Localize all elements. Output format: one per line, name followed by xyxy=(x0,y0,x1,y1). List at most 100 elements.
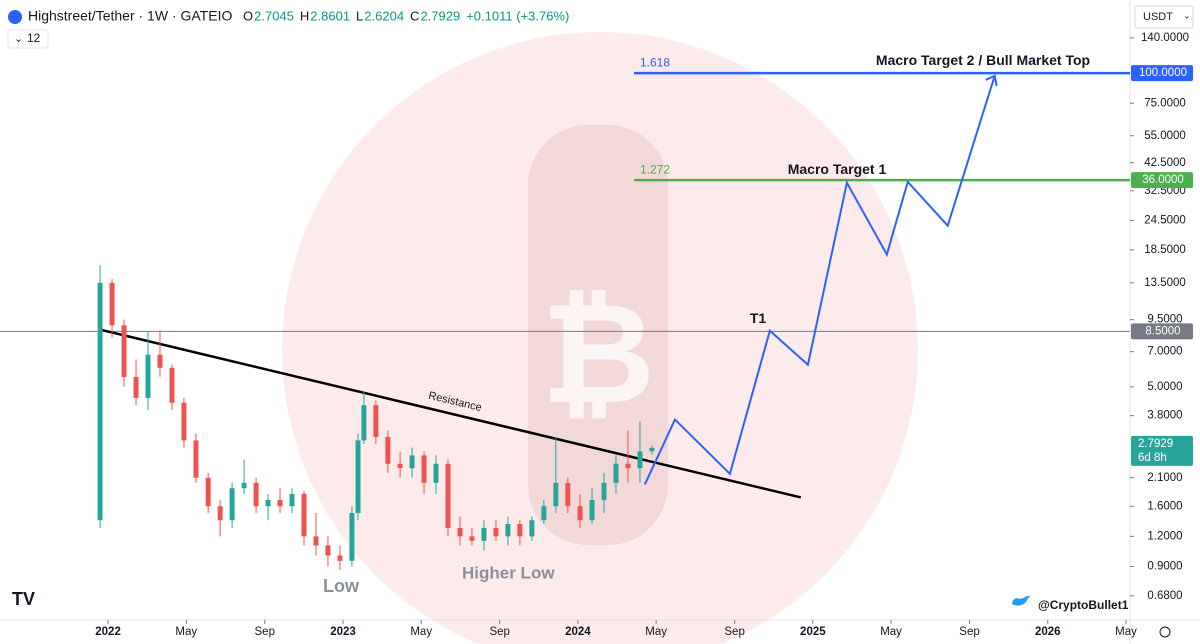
y-tick-label: 1.6000 xyxy=(1147,500,1182,512)
candle-body xyxy=(133,376,139,398)
y-tick-label: 55.0000 xyxy=(1144,130,1186,142)
candle-body xyxy=(217,506,223,521)
candle-body xyxy=(481,527,487,541)
ohlc-key: C xyxy=(410,8,419,23)
projection-path xyxy=(643,75,996,485)
ohlc-value: 2.7929 xyxy=(420,8,460,23)
settings-icon[interactable] xyxy=(1159,626,1171,638)
countdown: 6d 8h xyxy=(1138,452,1167,464)
candle-body xyxy=(577,506,583,521)
candle-body xyxy=(625,463,631,469)
ohlc-value: 2.7045 xyxy=(254,8,294,23)
annotation: Low xyxy=(323,576,360,596)
y-tick-label: 13.5000 xyxy=(1144,277,1186,289)
candle-body xyxy=(109,282,115,326)
y-tick-label: 18.5000 xyxy=(1144,244,1186,256)
x-tick-label: 2022 xyxy=(95,626,121,638)
candle-body xyxy=(445,463,451,528)
x-tick-label: May xyxy=(880,626,902,638)
y-tick-label: 9.5000 xyxy=(1147,314,1182,326)
twitter-icon xyxy=(1012,596,1030,606)
candle-body xyxy=(193,440,199,478)
level-price-box xyxy=(1131,323,1193,340)
candle-body xyxy=(121,325,127,377)
candle-body xyxy=(421,455,427,483)
candle-body xyxy=(349,512,355,561)
interval-count: 12 xyxy=(27,31,41,45)
ohlc-key: H xyxy=(300,8,309,23)
y-tick-label: 5.0000 xyxy=(1147,381,1182,393)
candle-body xyxy=(181,402,187,441)
ohlc-value: 2.6204 xyxy=(364,8,404,23)
candle-body xyxy=(169,367,175,403)
watermark-logo: ₿ xyxy=(541,275,655,432)
x-tick-label: Sep xyxy=(255,626,275,638)
candle-body xyxy=(469,536,475,541)
x-tick-label: May xyxy=(175,626,197,638)
x-tick-label: Sep xyxy=(489,626,509,638)
level-price-label: 100.0000 xyxy=(1139,67,1187,79)
y-tick-label: 75.0000 xyxy=(1144,97,1186,109)
candle-body xyxy=(373,405,379,437)
ohlc-key: L xyxy=(356,8,363,23)
candle-body xyxy=(433,463,439,483)
x-tick-label: May xyxy=(410,626,432,638)
symbol: Highstreet/Tether · 1W · GATEIO xyxy=(28,8,232,24)
candle-body xyxy=(97,282,103,521)
annotation: Higher Low xyxy=(462,563,555,582)
candle-body xyxy=(361,405,367,441)
y-tick-label: 0.9000 xyxy=(1147,561,1182,573)
level-name: T1 xyxy=(750,310,767,326)
candle-body xyxy=(505,524,511,537)
y-tick-label: 7.0000 xyxy=(1147,346,1182,358)
candle-body xyxy=(313,536,319,546)
y-tick-label: 1.2000 xyxy=(1147,530,1182,542)
candle-body xyxy=(637,451,643,469)
currency-chevron: ⌄ xyxy=(1183,10,1191,20)
candle-body xyxy=(241,482,247,489)
candle-body xyxy=(337,555,343,561)
candle-body xyxy=(253,482,259,507)
candle-body xyxy=(409,455,415,469)
candle-body xyxy=(541,506,547,521)
interval-box[interactable] xyxy=(7,29,49,49)
y-tick-label: 3.8000 xyxy=(1147,410,1182,422)
candle-body xyxy=(355,440,361,513)
y-tick-label: 140.0000 xyxy=(1141,32,1189,44)
x-tick-label: 2023 xyxy=(330,626,356,638)
last-price-label: 2.7929 xyxy=(1138,438,1173,450)
level-price-box xyxy=(1131,172,1193,189)
author: @CryptoBullet1 xyxy=(1038,598,1129,612)
x-tick-label: May xyxy=(645,626,667,638)
candle-body xyxy=(565,482,571,507)
candle-body xyxy=(529,520,535,537)
chevron: ⌄ xyxy=(14,33,23,45)
level-price-box xyxy=(1131,65,1193,82)
x-tick-label: Sep xyxy=(724,626,744,638)
tv-logo: TV xyxy=(12,589,35,609)
x-tick-label: 2026 xyxy=(1035,626,1061,638)
candle-body xyxy=(493,527,499,537)
candle-body xyxy=(517,524,523,537)
level-price-label: 36.0000 xyxy=(1142,174,1184,186)
projection-arrow xyxy=(985,74,998,87)
candle-body xyxy=(613,463,619,483)
fib-label: 1.272 xyxy=(640,162,670,176)
candle-body xyxy=(385,436,391,464)
last-price-box xyxy=(1131,435,1193,466)
candle-body xyxy=(397,463,403,469)
ohlc-key: O xyxy=(243,8,253,23)
candle-body xyxy=(589,499,595,521)
change: +0.1011 (+3.76%) xyxy=(466,8,569,23)
y-tick-label: 2.1000 xyxy=(1147,472,1182,484)
x-tick-label: 2025 xyxy=(800,626,826,638)
currency-box[interactable] xyxy=(1134,5,1194,29)
candle-body xyxy=(265,499,271,507)
symbol-icon xyxy=(8,10,22,24)
candle-body xyxy=(301,493,307,537)
x-tick-label: 2024 xyxy=(565,626,591,638)
candle-body xyxy=(649,447,655,452)
candle-body xyxy=(601,482,607,500)
level-name: Macro Target 2 / Bull Market Top xyxy=(876,52,1090,68)
candle-body xyxy=(289,493,295,507)
